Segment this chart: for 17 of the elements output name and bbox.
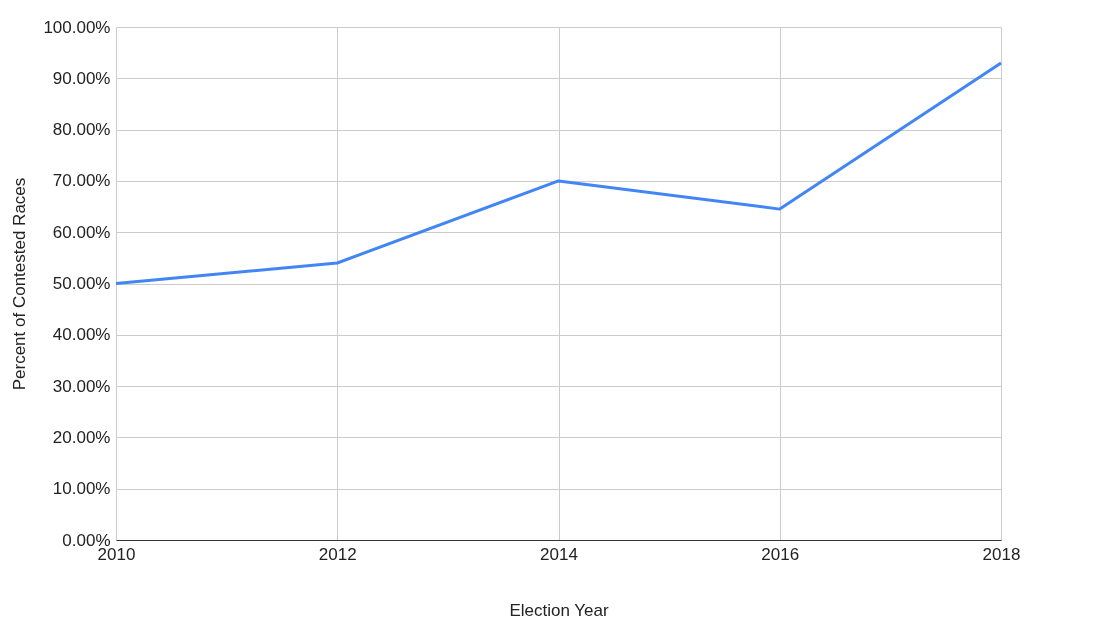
- x-axis-title: Election Year: [509, 600, 609, 620]
- x-tick-label: 2016: [761, 544, 800, 564]
- y-tick-label: 70.00%: [52, 171, 111, 191]
- y-tick-label: 10.00%: [52, 479, 111, 499]
- x-tick-label: 2018: [982, 544, 1021, 564]
- y-axis-title: Percent of Contested Races: [10, 177, 30, 391]
- y-tick-label: 100.00%: [43, 17, 111, 37]
- y-tick-label: 30.00%: [52, 376, 111, 396]
- y-tick-label: 90.00%: [52, 68, 111, 88]
- y-tick-label: 40.00%: [52, 325, 111, 345]
- y-tick-label: 50.00%: [52, 274, 111, 293]
- y-tick-label: 80.00%: [52, 120, 111, 140]
- y-tick-label: 60.00%: [52, 222, 111, 242]
- x-tick-label: 2012: [318, 544, 357, 564]
- y-tick-label: 20.00%: [52, 427, 111, 447]
- x-tick-label: 2014: [540, 544, 578, 564]
- line-series: [114, 61, 1003, 285]
